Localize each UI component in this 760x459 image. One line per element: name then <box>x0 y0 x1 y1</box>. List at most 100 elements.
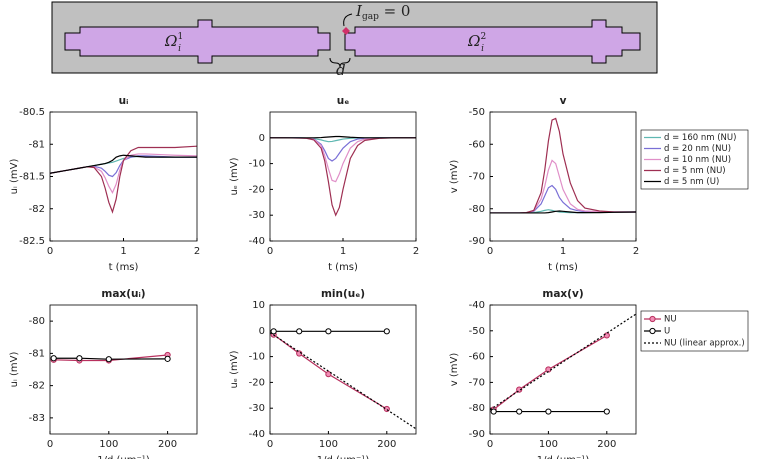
plot-area <box>490 305 636 434</box>
y-tick-label: -81.5 <box>19 172 45 183</box>
axes-box <box>49 111 198 242</box>
y-tick-label: -90 <box>469 236 485 247</box>
cell-1 <box>64 19 331 64</box>
x-tick-label: 1 <box>560 246 566 257</box>
point <box>383 328 390 335</box>
x-tick-label: 100 <box>319 439 338 450</box>
label-sub: i <box>481 44 484 54</box>
x-tick-label: 0 <box>267 439 273 450</box>
x-axis-label: 1/d (μm⁻¹) <box>537 455 590 459</box>
x-tick-label: 0 <box>487 439 493 450</box>
point <box>545 408 552 415</box>
chart: uₑ t (ms) uₑ (mV) -40 -30 -20 -10 0 0 1 2 <box>229 95 419 273</box>
point <box>383 405 390 413</box>
chart-title: max(uᵢ) <box>101 288 145 300</box>
x-axis-label: 1/d (μm⁻¹) <box>97 455 150 459</box>
y-tick-label: -60 <box>469 139 485 150</box>
y-axis-label: v (mV) <box>449 353 460 387</box>
y-tick-label: 0 <box>259 133 265 144</box>
y-tick-label: -20 <box>249 377 265 388</box>
label: Ω <box>467 32 480 50</box>
x-tick-label: 0 <box>47 439 53 450</box>
gap-pointer <box>343 13 353 27</box>
chart-title: v <box>560 95 567 107</box>
legend-label: d = 5 nm (NU) <box>664 166 726 176</box>
y-tick-label: -50 <box>469 326 485 337</box>
y-tick-label: -60 <box>469 352 485 363</box>
x-tick-label: 200 <box>377 439 396 450</box>
x-tick-label: 2 <box>194 246 200 257</box>
legend-label: NU (linear approx.) <box>664 339 745 349</box>
omega-1: Ω1 i <box>164 32 183 54</box>
y-axis-label: uᵢ (mV) <box>9 159 20 195</box>
y-axis-label: uₑ (mV) <box>229 350 240 388</box>
y-axis-label: v (mV) <box>449 160 460 194</box>
x-tick-label: 100 <box>99 439 118 450</box>
series-line <box>269 332 417 430</box>
gap-brace <box>329 57 351 68</box>
x-axis-label: 1/d (μm⁻¹) <box>317 455 370 459</box>
plot-area <box>270 112 416 241</box>
legend-label: d = 160 nm (NU) <box>664 133 736 143</box>
point <box>603 332 610 339</box>
y-tick-label: 0 <box>259 326 265 337</box>
series-line <box>53 354 168 362</box>
series-line <box>49 154 197 174</box>
gap-marker <box>342 27 350 35</box>
y-tick-label: -80 <box>29 316 45 327</box>
y-axis-label: uᵢ (mV) <box>9 352 20 388</box>
legend-label: d = 20 nm (NU) <box>664 144 731 154</box>
label-sup: 1 <box>177 32 183 42</box>
legend-label: NU <box>664 315 677 325</box>
chart: max(v) 1/d (μm⁻¹) v (mV) -90 -80 -70 -60 -50 -40… <box>449 288 749 459</box>
chart-title: uₑ <box>337 95 350 107</box>
chart-title: max(v) <box>542 288 583 300</box>
point <box>105 356 112 363</box>
x-tick-label: 200 <box>597 439 616 450</box>
y-tick-label: -10 <box>249 159 265 170</box>
plot-area <box>490 112 636 241</box>
point <box>296 328 303 335</box>
chart-title: uᵢ <box>119 95 129 107</box>
point <box>490 408 497 415</box>
point <box>325 328 332 335</box>
y-tick-label: -40 <box>249 236 265 247</box>
plot-area <box>50 112 197 241</box>
series-line <box>489 313 637 411</box>
y-tick-label: 10 <box>252 300 265 311</box>
point <box>325 371 332 378</box>
y-tick-label: -90 <box>469 429 485 440</box>
y-tick-label: -82 <box>29 381 45 392</box>
legend-label: d = 5 nm (U) <box>664 177 719 187</box>
point <box>270 328 277 335</box>
x-tick-label: 2 <box>633 246 639 257</box>
point <box>164 355 171 362</box>
y-tick-label: -70 <box>469 377 485 388</box>
label-sup: 2 <box>480 32 486 42</box>
geometry-diagram: Ω1 i Ω2 i Igap = 0 d <box>51 1 658 79</box>
chart: min(uₑ)1/d (μm⁻¹)uₑ (mV)-40-30-20-100100… <box>229 288 417 459</box>
legend-marker <box>649 327 656 335</box>
point <box>76 355 83 362</box>
chart: max(uᵢ) 1/d (μm⁻¹) uᵢ (mV) -83 -82 -81 -80 0 100… <box>9 288 198 459</box>
y-tick-label: -50 <box>469 107 485 118</box>
legend-label: U <box>664 327 670 337</box>
y-tick-label: -70 <box>469 172 485 183</box>
point <box>603 408 610 415</box>
y-tick-label: -81 <box>29 348 45 359</box>
legend-marker <box>649 315 656 323</box>
chart-title: min(uₑ) <box>321 288 365 300</box>
label: I <box>355 2 363 20</box>
y-tick-label: -20 <box>249 184 265 195</box>
x-tick-label: 1 <box>120 246 126 257</box>
y-tick-label: -82 <box>29 204 45 215</box>
series-line <box>270 135 416 139</box>
chart: uᵢ t (ms) uᵢ (mV) -82.5 -82 -81.5 -81 -80.5 0 1 2 <box>9 95 200 273</box>
y-tick-label: -40 <box>249 429 265 440</box>
y-axis-label: uₑ (mV) <box>229 157 240 195</box>
y-tick-label: -10 <box>249 352 265 363</box>
x-tick-label: 2 <box>413 246 419 257</box>
x-axis-label: t (ms) <box>109 262 139 273</box>
y-tick-label: -80.5 <box>19 107 45 118</box>
